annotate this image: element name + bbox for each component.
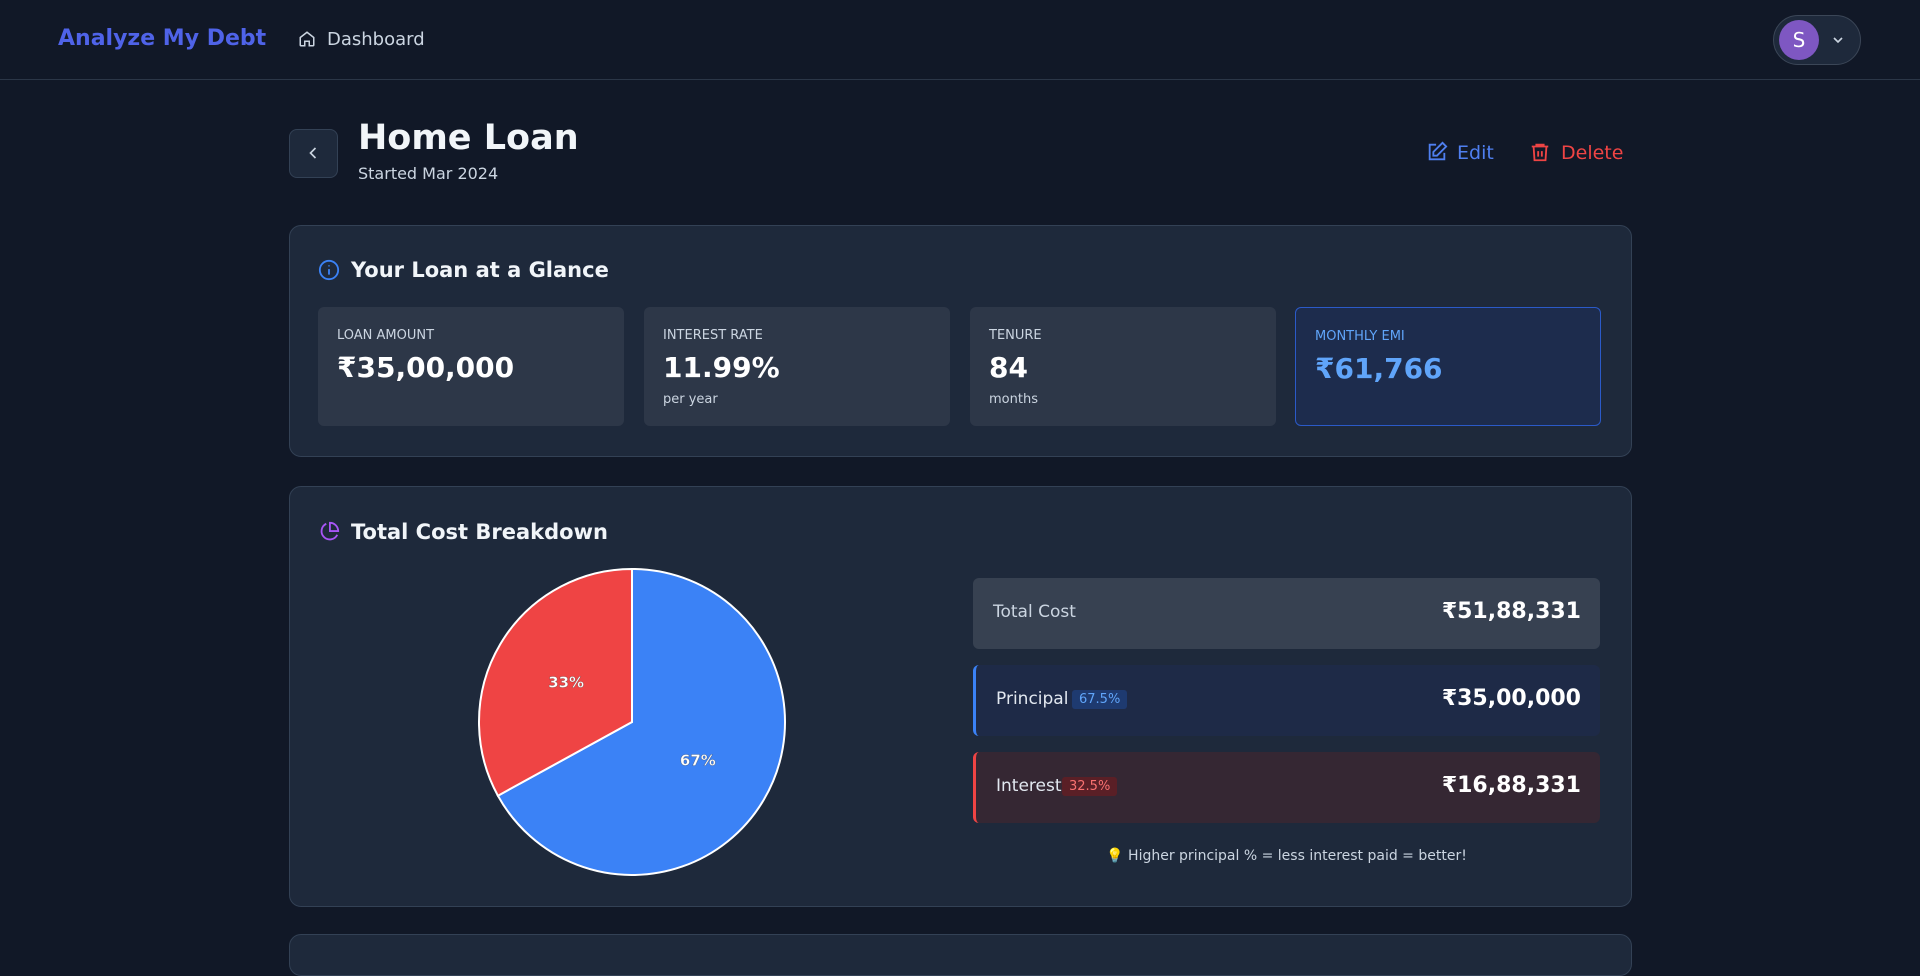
edit-button[interactable]: Edit xyxy=(1457,142,1494,164)
stat-card: MONTHLY EMI ₹61,766 xyxy=(1295,307,1601,426)
back-button[interactable] xyxy=(289,129,338,178)
stat-card: TENURE 84 months xyxy=(970,307,1276,426)
page-subtitle: Started Mar 2024 xyxy=(358,164,499,183)
avatar: S xyxy=(1779,20,1819,60)
home-icon xyxy=(299,31,315,47)
pie-icon xyxy=(320,521,340,541)
delete-button[interactable]: Delete xyxy=(1561,142,1624,164)
slice-label: 67% xyxy=(680,751,716,769)
chevron xyxy=(1833,37,1843,44)
pie-slice xyxy=(478,567,633,798)
row-label: Principal xyxy=(996,689,1069,709)
pie-chart: 67% 33% xyxy=(478,567,786,876)
row-badge: 32.5% xyxy=(1062,777,1118,796)
principal-row: Principal 67.5% ₹35,00,000 xyxy=(973,665,1600,736)
edit-icon xyxy=(1428,141,1448,161)
tip: 💡 Higher principal % = less interest pai… xyxy=(1106,848,1467,864)
navbar: Analyze My Debt Dashboard S xyxy=(0,0,1920,80)
stat-card: LOAN AMOUNT ₹35,00,000 xyxy=(318,307,624,426)
stat-value: 11.99% xyxy=(663,351,780,384)
row-badge: 67.5% xyxy=(1072,690,1128,709)
stat-note: months xyxy=(989,392,1038,407)
interest-row: Interest 32.5% ₹16,88,331 xyxy=(973,752,1600,823)
brand[interactable]: Analyze My Debt xyxy=(58,26,267,51)
stat-value: ₹35,00,000 xyxy=(337,351,515,384)
row-label: Total Cost xyxy=(993,602,1076,622)
stat-label: INTEREST RATE xyxy=(663,328,763,343)
next-card xyxy=(289,934,1632,976)
stat-note: per year xyxy=(663,392,718,407)
dashboard-link[interactable]: Dashboard xyxy=(327,29,425,50)
row-label: Interest xyxy=(996,776,1062,796)
stat-card: INTEREST RATE 11.99% per year xyxy=(644,307,950,426)
slice-label: 33% xyxy=(548,674,584,692)
page-title: Home Loan xyxy=(358,118,579,158)
back-icon xyxy=(309,147,317,159)
row-amount: ₹51,88,331 xyxy=(1441,599,1581,624)
info-icon xyxy=(318,259,340,281)
total-row: Total Cost ₹51,88,331 xyxy=(973,578,1600,649)
row-amount: ₹35,00,000 xyxy=(1441,686,1581,711)
stat-label: LOAN AMOUNT xyxy=(337,328,435,343)
stat-label: MONTHLY EMI xyxy=(1315,329,1405,344)
stat-label: TENURE xyxy=(989,328,1042,343)
user-menu[interactable]: S xyxy=(1773,15,1861,65)
stat-value: ₹61,766 xyxy=(1315,352,1443,385)
card-title: Total Cost Breakdown xyxy=(351,520,608,544)
pie-slice xyxy=(496,567,786,876)
delete-icon xyxy=(1531,143,1549,162)
stat-value: 84 xyxy=(989,351,1028,384)
row-amount: ₹16,88,331 xyxy=(1441,773,1581,798)
card-title: Your Loan at a Glance xyxy=(351,258,609,282)
